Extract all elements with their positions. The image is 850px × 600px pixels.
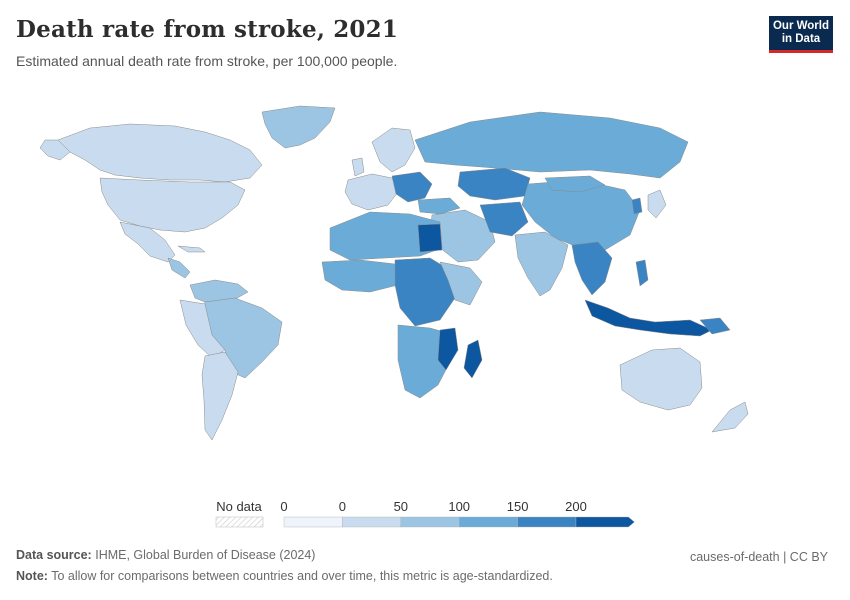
region-scandinavia[interactable] (371, 127, 416, 173)
region-central-africa[interactable] (394, 257, 456, 327)
region-mongolia[interactable] (544, 175, 606, 193)
region-philippines[interactable] (635, 259, 649, 287)
legend-bin[interactable] (342, 516, 401, 528)
legend-no-data-swatch (215, 516, 264, 528)
legend-no-data-label: No data (216, 499, 262, 514)
region-new-zealand[interactable] (711, 401, 749, 433)
legend-bin[interactable] (575, 516, 635, 528)
region-kazakhstan[interactable] (457, 167, 531, 201)
region-west-africa[interactable] (321, 259, 399, 293)
region-eastern-europe[interactable] (391, 171, 433, 203)
region-egypt[interactable] (417, 223, 443, 253)
legend-bin[interactable] (459, 516, 518, 528)
chart-subtitle: Estimated annual death rate from stroke,… (16, 53, 398, 69)
legend-tick-label: 0 (280, 499, 287, 514)
legend-bin[interactable] (283, 516, 343, 528)
note-text: To allow for comparisons between countri… (51, 569, 553, 583)
chart-title: Death rate from stroke, 2021 (16, 16, 399, 43)
region-png[interactable] (699, 317, 731, 335)
region-usa[interactable] (99, 177, 246, 233)
source-text[interactable]: IHME, Global Burden of Disease (2024) (95, 548, 316, 562)
region-north-africa[interactable] (329, 211, 443, 261)
region-uk[interactable] (351, 157, 365, 177)
region-indonesia[interactable] (584, 299, 713, 337)
footer-note: Note: To allow for comparisons between c… (16, 569, 553, 583)
region-india[interactable] (514, 231, 569, 297)
region-canada[interactable] (57, 123, 263, 183)
note-label: Note: (16, 569, 48, 583)
region-russia[interactable] (414, 111, 689, 179)
region-iran-afghanistan[interactable] (479, 201, 529, 237)
source-label: Data source: (16, 548, 92, 562)
license-link[interactable]: causes-of-death | CC BY (689, 550, 828, 564)
region-alaska[interactable] (39, 139, 71, 161)
region-argentina-chile[interactable] (201, 351, 239, 440)
world-map[interactable] (0, 95, 850, 440)
region-japan[interactable] (647, 189, 667, 219)
footer-source: Data source: IHME, Global Burden of Dise… (16, 548, 315, 562)
region-cuba[interactable] (177, 245, 206, 253)
region-australia[interactable] (619, 347, 703, 411)
legend-tick-label: 150 (507, 499, 529, 514)
region-mozambique[interactable] (437, 327, 459, 371)
region-madagascar[interactable] (463, 339, 483, 379)
legend-tick-label: 200 (565, 499, 587, 514)
region-central-america[interactable] (167, 257, 191, 279)
legend-tick-label: 0 (339, 499, 346, 514)
region-southeast-asia[interactable] (571, 241, 613, 296)
legend-tick-label: 50 (394, 499, 408, 514)
legend-bins (283, 516, 635, 528)
logo-line-1: Our World (772, 20, 829, 32)
region-greenland[interactable] (261, 105, 336, 149)
region-korea[interactable] (631, 197, 643, 215)
region-east-africa[interactable] (439, 261, 483, 306)
region-mexico[interactable] (119, 221, 176, 263)
legend-bin[interactable] (517, 516, 577, 528)
owid-logo[interactable]: Our World in Data (769, 16, 833, 53)
legend-ticks: 0 0 50 100 150 200 (280, 499, 586, 514)
region-western-europe[interactable] (344, 173, 399, 211)
region-turkey[interactable] (417, 197, 461, 215)
legend-tick-label: 100 (448, 499, 470, 514)
legend-bin[interactable] (400, 516, 460, 528)
logo-line-2: in Data (781, 33, 821, 45)
